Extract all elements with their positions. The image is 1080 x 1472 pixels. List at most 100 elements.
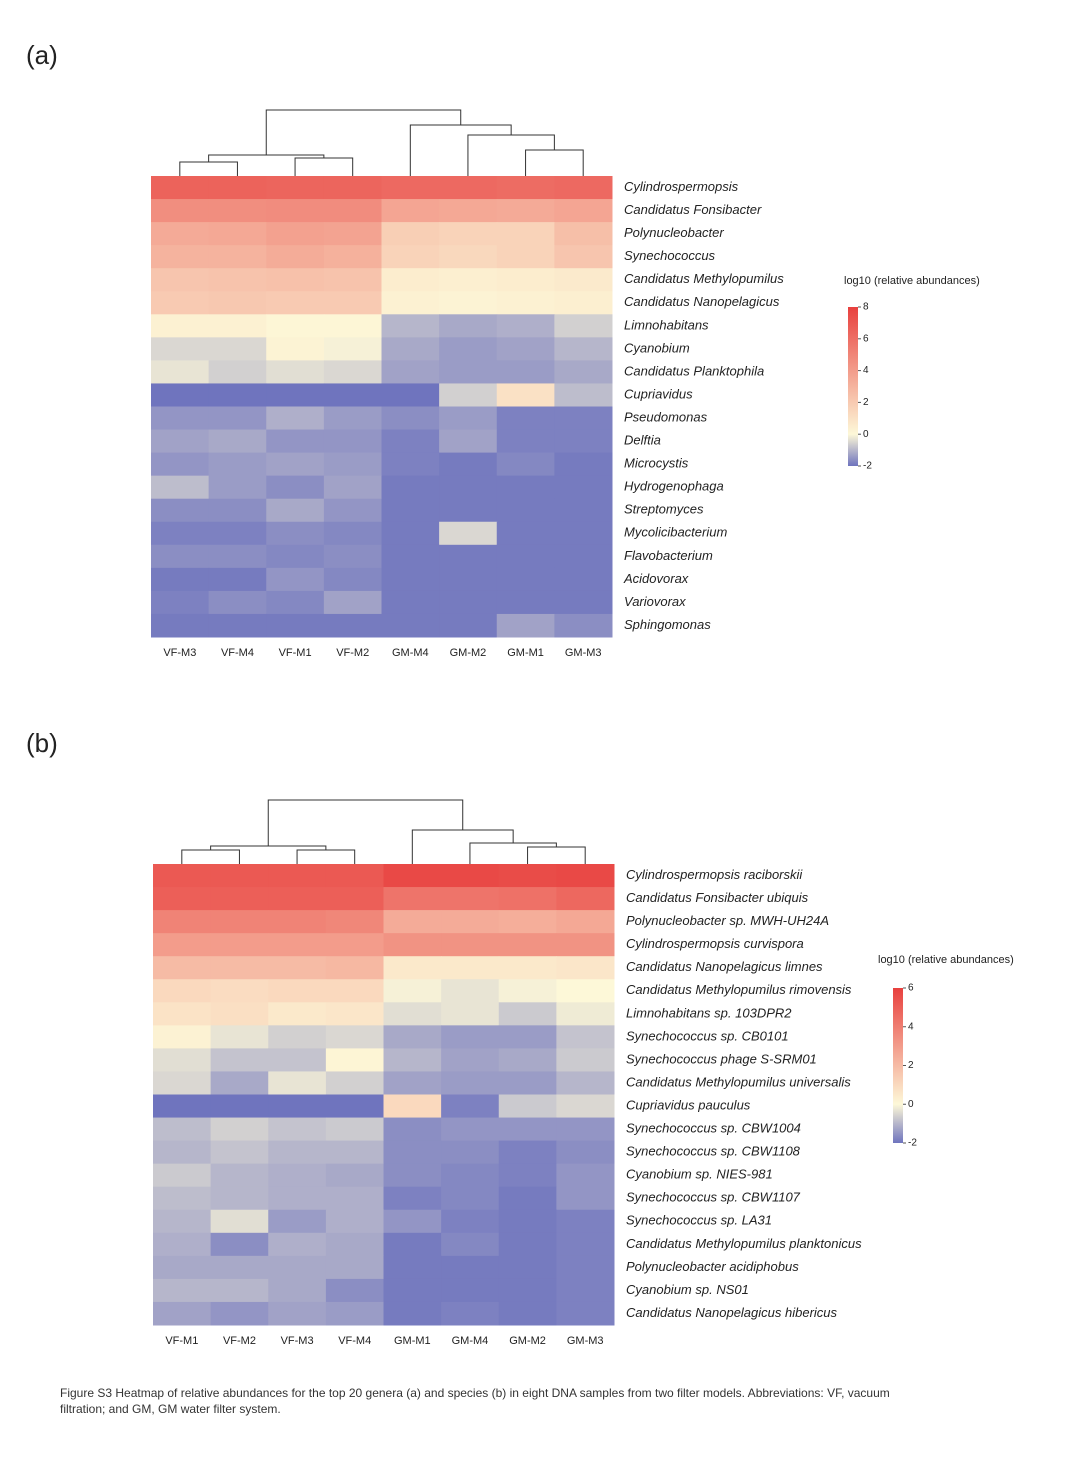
heatmap-cell (441, 864, 500, 888)
heatmap-cell (554, 406, 613, 431)
heatmap-cell (210, 864, 269, 888)
dendrogram (181, 799, 586, 864)
heatmap-cell (268, 1002, 327, 1026)
row-label: Sphingomonas (624, 617, 711, 632)
heatmap-cell (323, 406, 382, 431)
heatmap-cell (383, 1163, 442, 1188)
heatmap-cell (208, 429, 267, 454)
heatmap-cell (556, 1071, 615, 1095)
heatmap-cell (151, 314, 210, 338)
heatmap-cell (210, 1071, 269, 1095)
heatmap-cell (498, 887, 557, 911)
heatmap-cell (381, 360, 440, 384)
heatmap-cell (151, 452, 210, 477)
heatmap-cell (496, 199, 555, 223)
heatmap-cell (498, 1278, 557, 1303)
heatmap-cell (498, 1094, 557, 1119)
row-label: Candidatus Methylopumilus planktonicus (626, 1236, 862, 1251)
heatmap-cell (383, 1140, 442, 1165)
heatmap-cell (439, 360, 498, 384)
row-label: Candidatus Fonsibacter ubiquis (626, 890, 809, 905)
heatmap-cell (554, 314, 613, 338)
heatmap-cell (496, 590, 555, 615)
heatmap-cell (323, 521, 382, 546)
heatmap-cell (153, 1209, 212, 1234)
heatmap-cell (498, 910, 557, 934)
heatmap-cell (151, 222, 210, 246)
heatmap-cell (323, 314, 382, 338)
column-label: VF-M1 (165, 1335, 198, 1347)
heatmap-cell (439, 475, 498, 500)
heatmap-cell (439, 268, 498, 292)
heatmap-cell (266, 567, 325, 592)
heatmap-cell (266, 222, 325, 246)
heatmap-cell (325, 1025, 384, 1049)
heatmap-cell (383, 1048, 442, 1072)
heatmap-cell (268, 1140, 327, 1165)
heatmap-cell (208, 544, 267, 569)
heatmap-cell (496, 613, 555, 638)
colorbar (848, 307, 858, 466)
heatmap-cell (153, 1002, 212, 1026)
heatmap-cell (323, 383, 382, 407)
row-label: Limnohabitans sp. 103DPR2 (626, 1005, 792, 1020)
heatmap-cell (210, 979, 269, 1003)
heatmap-cell (268, 1301, 327, 1326)
heatmap-cell (556, 979, 615, 1003)
heatmap-cell (266, 429, 325, 454)
heatmap-cell (323, 567, 382, 592)
heatmap-cell (381, 291, 440, 315)
heatmap-cell (268, 1025, 327, 1049)
row-label: Cylindrospermopsis raciborskii (626, 867, 803, 882)
heatmap-cell (210, 1025, 269, 1049)
heatmap-cell (498, 1255, 557, 1280)
column-label: VF-M3 (163, 647, 196, 659)
column-label: GM-M2 (450, 647, 487, 659)
heatmap-cell (266, 498, 325, 523)
heatmap-cell (439, 498, 498, 523)
heatmap-cell (556, 1117, 615, 1142)
heatmap-cell (556, 1140, 615, 1165)
heatmap-cell (498, 1163, 557, 1188)
heatmap-cell (383, 1094, 442, 1119)
heatmap-cell (383, 1278, 442, 1303)
heatmap-cell (381, 429, 440, 454)
heatmap-cell (323, 199, 382, 223)
row-label: Cyanobium (624, 340, 690, 355)
heatmap-cell (498, 1186, 557, 1211)
heatmap-cell (153, 1163, 212, 1188)
heatmap-cell (381, 590, 440, 615)
colorbar-title: log10 (relative abundances) (878, 954, 1014, 966)
heatmap-cell (208, 314, 267, 338)
heatmap-cell (441, 1071, 500, 1095)
heatmap-cell (498, 1025, 557, 1049)
heatmap-cell (208, 360, 267, 384)
heatmap-cell (325, 1186, 384, 1211)
heatmap-cell (496, 176, 555, 200)
column-label: VF-M4 (221, 647, 254, 659)
heatmap-cell (325, 864, 384, 888)
heatmap-cell (383, 1232, 442, 1257)
heatmap-cell (151, 429, 210, 454)
heatmap-cell (323, 360, 382, 384)
heatmap-cell (439, 222, 498, 246)
heatmap-cell (381, 452, 440, 477)
heatmap-cell (498, 1301, 557, 1326)
heatmap-cell (439, 383, 498, 407)
heatmap-cell (210, 1163, 269, 1188)
heatmap-cell (556, 1186, 615, 1211)
heatmap-cell (496, 544, 555, 569)
heatmap-cell (266, 590, 325, 615)
heatmap-cell (498, 864, 557, 888)
heatmap-cell (268, 1094, 327, 1119)
heatmap-cell (153, 1094, 212, 1119)
heatmap-cell (381, 383, 440, 407)
heatmap-cell (325, 1002, 384, 1026)
heatmap-cell (153, 1025, 212, 1049)
column-label: VF-M4 (338, 1335, 371, 1347)
heatmap-cell (498, 933, 557, 957)
heatmap-cell (556, 864, 615, 888)
heatmap-cell (554, 337, 613, 361)
heatmap-cell (383, 1117, 442, 1142)
